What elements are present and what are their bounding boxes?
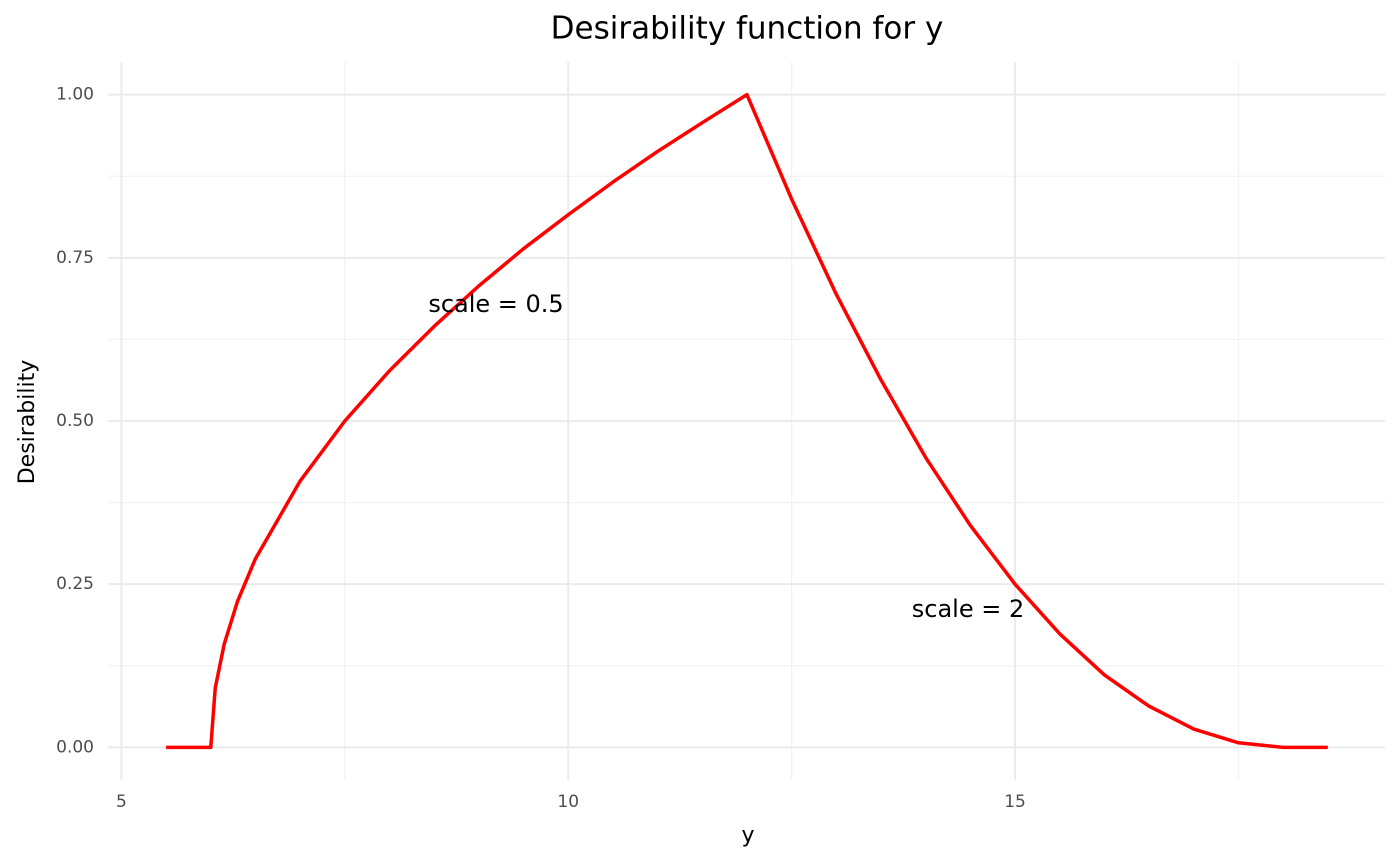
chart-title: Desirability function for y — [551, 11, 944, 47]
annotation: scale = 0.5 — [428, 290, 563, 318]
x-axis-label: y — [741, 823, 754, 848]
y-tick-label: 0.75 — [56, 248, 94, 268]
line — [166, 92, 1328, 750]
y-tick-label: 0.50 — [56, 411, 94, 431]
x-tick-label: 10 — [557, 792, 579, 812]
y-tick-label: 1.00 — [56, 85, 94, 105]
y-tick-label: 0.25 — [56, 574, 94, 594]
x-tick-label: 5 — [116, 792, 127, 812]
x-tick-label: 15 — [1004, 792, 1026, 812]
y-tick-label: 0.00 — [56, 737, 94, 757]
annotation: scale = 2 — [912, 595, 1024, 623]
y-axis-label: Desirability — [15, 360, 40, 485]
